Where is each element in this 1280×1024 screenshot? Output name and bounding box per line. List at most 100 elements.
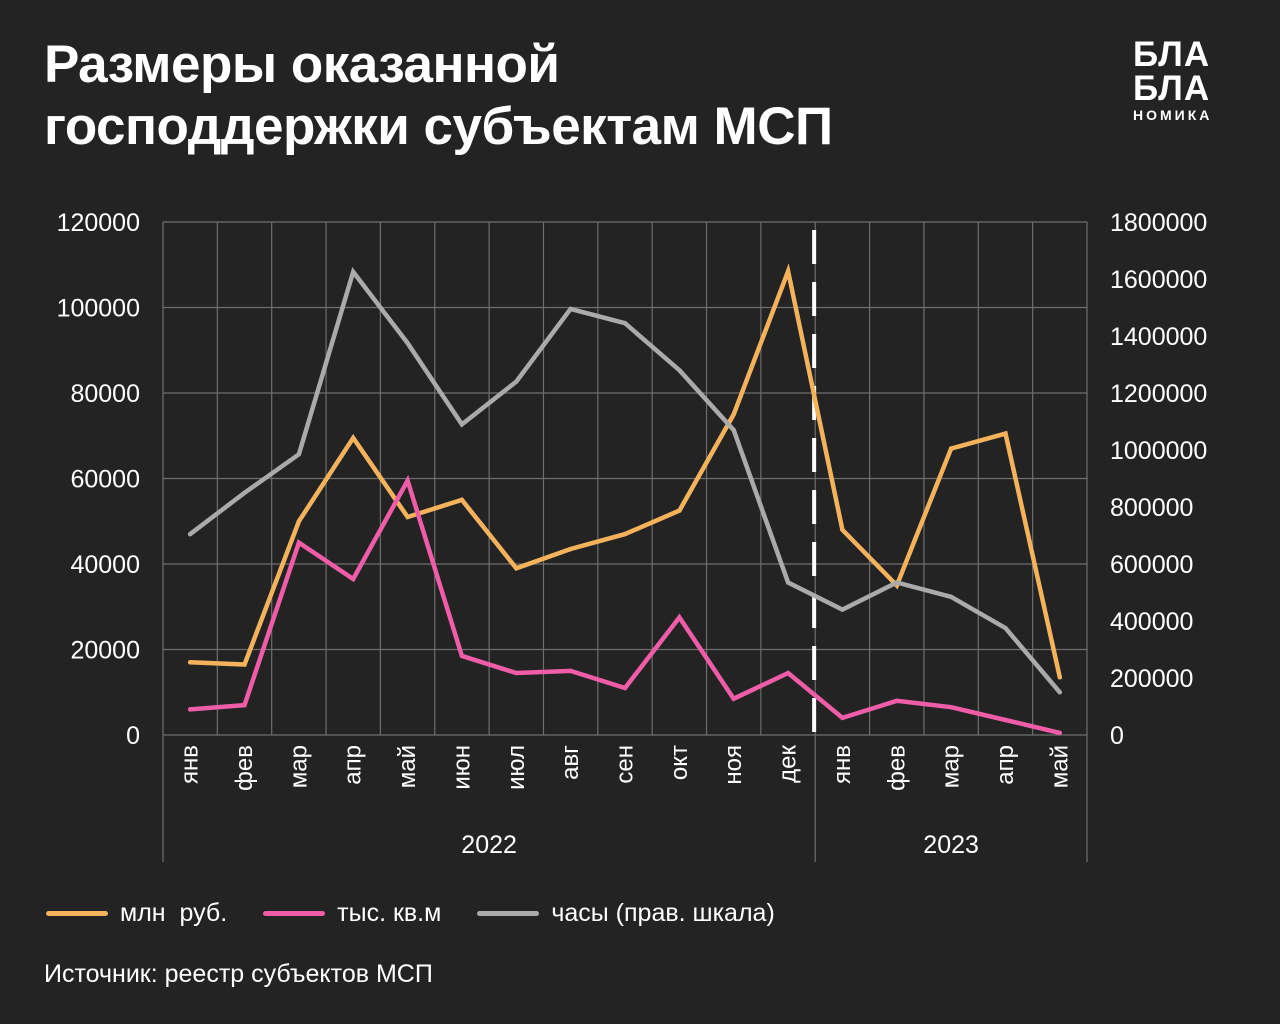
legend-label-hours: часы (прав. шкала)	[551, 898, 775, 927]
data-point-series-3	[1003, 625, 1008, 631]
data-point-series-3	[622, 320, 628, 326]
data-point-series-1	[1057, 675, 1063, 680]
data-point-series-1	[677, 508, 682, 513]
chart-title: Размеры оказанной господдержки субъектам…	[44, 34, 1044, 158]
x-tick-label: мар	[938, 745, 965, 788]
data-point-series-2	[1003, 717, 1008, 723]
data-point-series-1	[187, 660, 193, 665]
y-tick-label-right: 600000	[1110, 551, 1193, 579]
x-tick-label: апр	[992, 745, 1019, 785]
data-point-series-1	[1003, 431, 1008, 436]
data-point-series-3	[677, 368, 682, 373]
data-point-series-2	[785, 670, 791, 676]
data-point-series-1	[622, 531, 628, 537]
legend-swatch-hours	[477, 910, 540, 916]
data-point-series-2	[894, 698, 899, 703]
y-tick-label-left: 120000	[57, 209, 140, 237]
y-tick-label-right: 0	[1110, 722, 1124, 750]
data-point-series-2	[622, 685, 628, 691]
x-tick-label: июл	[503, 745, 530, 790]
title-line-2: господдержки субъектам МСП	[44, 97, 833, 156]
data-point-series-3	[187, 531, 193, 537]
data-point-series-3	[731, 427, 736, 433]
data-point-series-3	[405, 340, 410, 346]
data-point-series-1	[405, 514, 410, 520]
y-tick-label-left: 40000	[70, 551, 140, 579]
y-tick-label-right: 200000	[1110, 665, 1193, 693]
data-point-series-2	[514, 670, 519, 676]
x-tick-label: июн	[448, 745, 475, 790]
x-tick-label: янв	[177, 745, 204, 784]
data-point-series-2	[459, 653, 465, 659]
legend-item-hours: часы (прав. шкала)	[477, 898, 775, 928]
data-point-series-1	[514, 566, 519, 571]
y-tick-label-right: 1000000	[1110, 437, 1207, 465]
logo-line-1: БЛА	[1133, 35, 1211, 74]
data-point-series-2	[405, 478, 410, 483]
data-point-series-1	[351, 435, 356, 441]
y-tick-label-right: 400000	[1110, 608, 1193, 636]
x-tick-label: мар	[285, 745, 312, 788]
y-tick-label-right: 1200000	[1110, 380, 1207, 408]
series-line-2	[187, 474, 1063, 736]
data-point-series-1	[731, 412, 736, 417]
x-tick-label: авг	[557, 745, 584, 780]
data-point-series-1	[296, 519, 302, 524]
data-point-series-2	[187, 707, 193, 712]
x-tick-label: дек	[775, 745, 802, 783]
x-tick-label: сен	[612, 745, 639, 784]
data-point-series-2	[677, 615, 682, 620]
x-tick-label: окт	[666, 745, 693, 780]
data-point-series-1	[948, 446, 954, 451]
data-point-series-3	[514, 379, 519, 384]
brand-logo: БЛА БЛА НОМИКА	[1133, 35, 1233, 124]
logo-line-2: БЛА	[1133, 69, 1211, 108]
legend-swatch-sqm	[263, 910, 326, 916]
y-tick-label-left: 80000	[70, 380, 140, 408]
y-tick-label-right: 1800000	[1110, 209, 1207, 237]
y-tick-label-right: 1600000	[1110, 266, 1207, 294]
legend-label-sqm: тыс. кв.м	[337, 898, 442, 927]
chart-legend: млн руб. тыс. кв.м часы (прав. шкала)	[46, 895, 775, 931]
year-label: 2023	[923, 831, 979, 859]
title-line-1: Размеры оказанной	[44, 35, 560, 94]
data-point-series-2	[351, 576, 356, 582]
y-tick-label-left: 100000	[57, 295, 140, 323]
data-point-series-1	[242, 662, 247, 667]
data-point-series-2	[296, 540, 302, 545]
x-tick-label: янв	[829, 745, 856, 784]
year-label: 2022	[461, 831, 517, 859]
y-tick-label-right: 800000	[1110, 494, 1193, 522]
y-tick-label-left: 20000	[70, 637, 140, 665]
y-tick-label-right: 1400000	[1110, 323, 1207, 351]
x-tick-label: фев	[231, 745, 258, 791]
data-point-series-1	[785, 268, 791, 274]
data-point-series-3	[894, 580, 899, 585]
data-point-series-1	[840, 527, 845, 532]
data-point-series-3	[296, 452, 302, 457]
series-line-1	[187, 263, 1063, 680]
x-tick-label: фев	[883, 745, 910, 791]
data-point-series-2	[948, 705, 954, 710]
logo-line-3: НОМИКА	[1133, 107, 1213, 123]
legend-item-rub: млн руб.	[46, 899, 227, 928]
x-tick-label: ноя	[720, 745, 747, 785]
x-tick-label: май	[394, 745, 421, 788]
data-point-series-3	[568, 306, 573, 312]
data-point-series-3	[948, 594, 954, 599]
data-point-series-3	[242, 490, 247, 495]
data-point-series-2	[1057, 730, 1063, 736]
x-tick-label: апр	[340, 745, 367, 785]
x-tick-label: май	[1046, 745, 1073, 788]
data-point-series-2	[731, 696, 736, 701]
data-point-series-3	[1057, 690, 1063, 695]
series-line-3	[187, 267, 1063, 695]
data-point-series-3	[785, 580, 791, 585]
y-tick-label-left: 60000	[70, 466, 140, 494]
data-point-series-3	[840, 607, 845, 612]
legend-label-rub: млн руб.	[120, 898, 228, 927]
data-point-series-1	[568, 546, 573, 552]
data-point-series-2	[840, 715, 845, 721]
data-point-series-3	[351, 269, 356, 275]
